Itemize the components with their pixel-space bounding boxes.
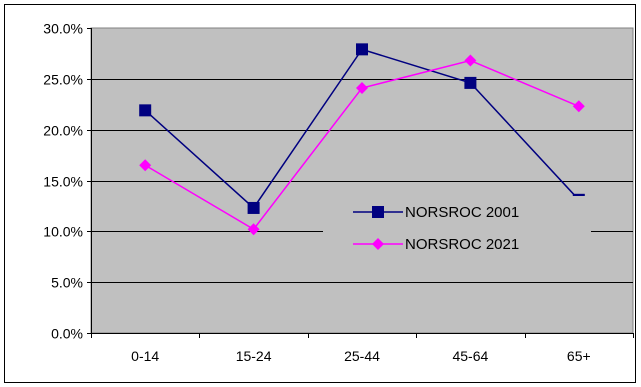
legend-label: NORSROC 2021 <box>405 236 519 253</box>
y-tick-label: 0.0% <box>51 326 83 342</box>
square-marker <box>139 104 152 117</box>
square-marker <box>372 206 384 218</box>
y-tick-label: 25.0% <box>43 72 83 88</box>
diamond-marker <box>356 81 368 94</box>
legend-box <box>323 196 591 260</box>
legend: NORSROC 2001 NORSROC 2021 <box>323 196 591 260</box>
y-axis: 0.0% 5.0% 10.0% 15.0% 20.0% 25.0% 30.0% <box>43 21 92 342</box>
x-tick-label: 0-14 <box>131 348 159 364</box>
square-marker <box>247 201 260 214</box>
x-tick-label: 45-64 <box>452 348 488 364</box>
diamond-marker <box>464 54 477 67</box>
diamond-marker <box>372 238 384 250</box>
x-axis: 0-14 15-24 25-44 45-64 65+ <box>91 333 634 364</box>
x-tick-label: 65+ <box>567 348 591 364</box>
square-marker <box>464 76 477 89</box>
x-tick-label: 25-44 <box>344 348 380 364</box>
diamond-marker <box>139 159 152 172</box>
series-layer <box>139 43 585 236</box>
y-tick-label: 30.0% <box>43 21 83 37</box>
y-tick-label: 20.0% <box>43 123 83 139</box>
legend-label: NORSROC 2001 <box>405 204 519 221</box>
diamond-marker <box>247 223 260 236</box>
y-tick-label: 15.0% <box>43 174 83 190</box>
y-tick-label: 5.0% <box>51 275 83 291</box>
x-tick-label: 15-24 <box>236 348 272 364</box>
y-tick-label: 10.0% <box>43 224 83 240</box>
square-marker <box>356 43 368 56</box>
diamond-marker <box>572 100 585 113</box>
series-2 <box>139 54 585 236</box>
